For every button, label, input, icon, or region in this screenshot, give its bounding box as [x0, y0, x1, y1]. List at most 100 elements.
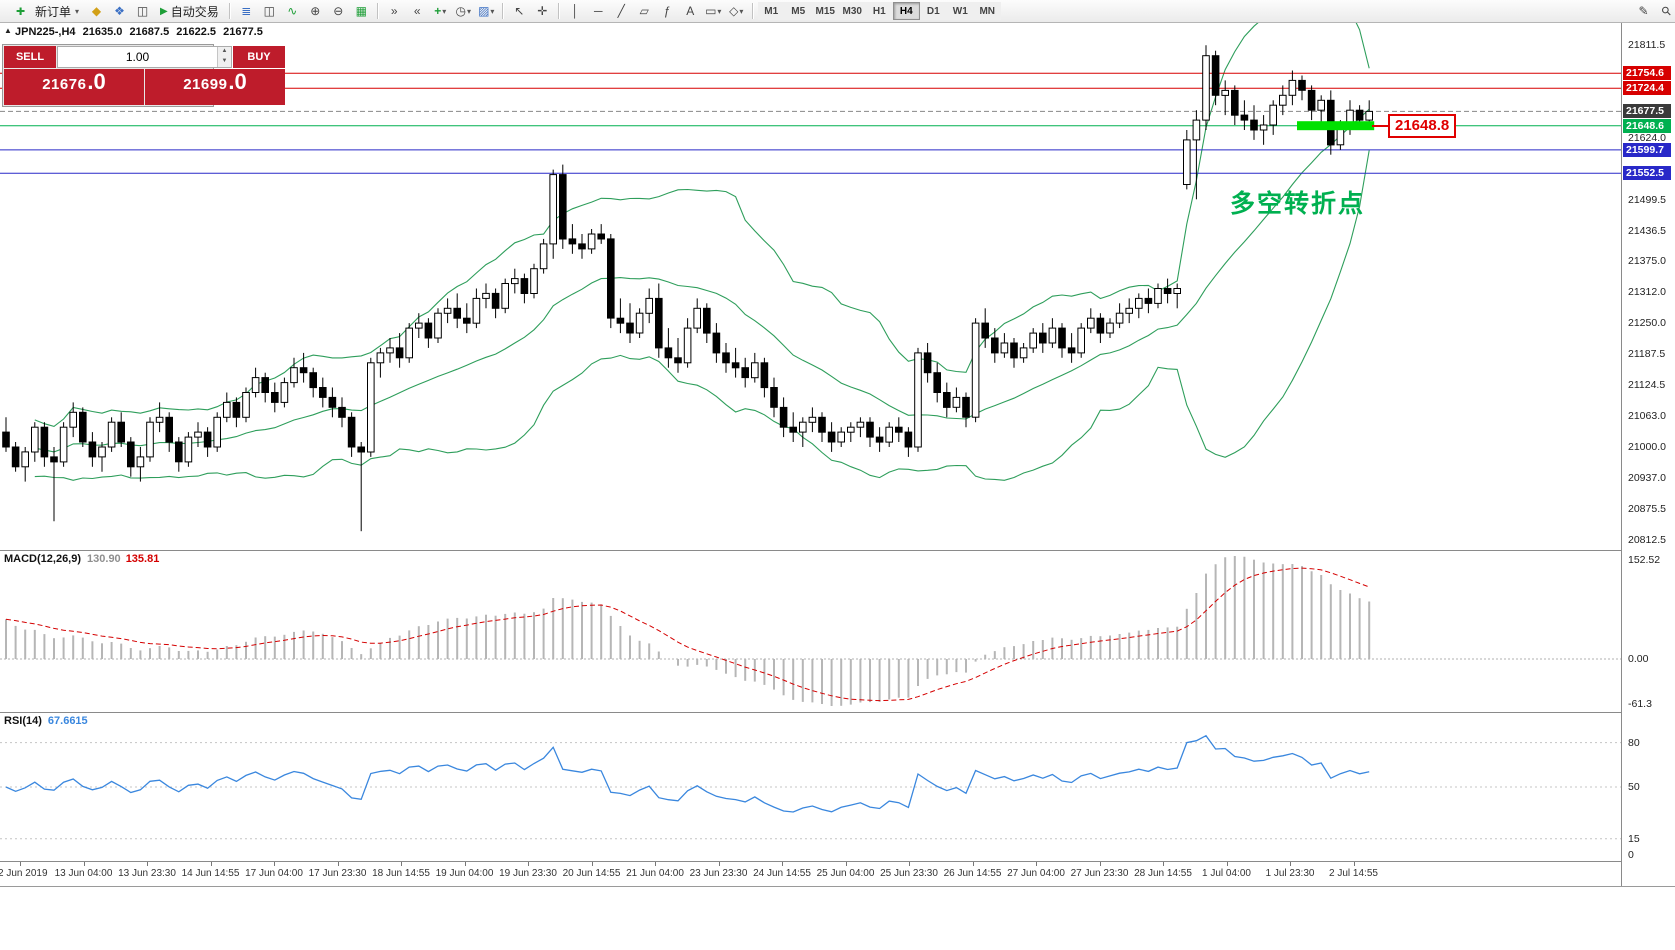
timeframe-button-MN[interactable]: MN [973, 2, 1001, 20]
macd-signal-value: 135.81 [125, 553, 160, 565]
sell-price-pips: .0 [87, 69, 106, 94]
price-axis-label: 21375.0 [1628, 255, 1666, 268]
zoom-in-icon[interactable]: ⊕ [310, 4, 321, 18]
horizontal-line-tool-icon[interactable]: ─ [593, 4, 603, 18]
price-axis-label: 20875.5 [1628, 502, 1666, 515]
candle-body [1298, 79, 1306, 91]
candle-body [616, 317, 625, 324]
candle-body [799, 421, 807, 433]
candlestick-chart-icon[interactable]: ◫ [263, 4, 275, 18]
price-axis[interactable]: 21811.5 21624.0 21499.5 21436.5 21375.0 21312… [1621, 0, 1675, 886]
sell-price-main: 21676 [42, 76, 87, 93]
candle-body [914, 352, 922, 448]
zoom-out-icon[interactable]: ⊖ [333, 4, 344, 18]
highlight-level-bar[interactable] [1297, 121, 1375, 131]
macd-pane[interactable] [0, 551, 1621, 711]
candle-body [1077, 327, 1086, 354]
time-axis-label: 1 Jul 23:30 [1265, 868, 1315, 879]
time-axis[interactable]: 12 Jun 2019 13 Jun 04:00 13 Jun 23:30 14 Ju… [0, 862, 1621, 886]
periods-button[interactable]: ◷ ▾ [452, 0, 475, 22]
cursor-icon[interactable]: ↖ [514, 4, 525, 18]
candle-body [434, 312, 442, 339]
templates-button[interactable]: ▨ ▾ [475, 0, 498, 22]
volume-input[interactable] [58, 47, 217, 67]
candle-body [1211, 55, 1220, 96]
buy-price-button[interactable]: 21699 .0 [145, 69, 285, 105]
time-axis-tick [655, 862, 656, 866]
template-icon: ▨ [478, 4, 490, 18]
candle-body [251, 377, 260, 394]
timeframe-button-M5[interactable]: M5 [784, 2, 812, 20]
chart-shift-icon[interactable]: « [413, 4, 421, 18]
candle-body [1144, 297, 1153, 304]
volume-increase-button[interactable]: ▲ [218, 47, 231, 57]
shapes-button[interactable]: ▭ ▾ [702, 0, 725, 22]
rsi-name: RSI(14) [4, 715, 42, 727]
candle-body [319, 387, 327, 398]
bar-open-value: 21635.0 [82, 26, 123, 38]
new-order-button[interactable]: 🞦 新订单 ▾ [3, 1, 85, 21]
timeframe-button-M1[interactable]: M1 [757, 2, 785, 20]
buy-price-pips: .0 [228, 69, 247, 94]
candle-body [31, 426, 39, 453]
candle-body [904, 431, 913, 448]
timeframe-button-W1[interactable]: W1 [946, 2, 974, 20]
rsi-pane[interactable] [0, 713, 1621, 861]
candle-body [386, 347, 394, 354]
timeframe-button-H1[interactable]: H1 [865, 2, 893, 20]
candle-body [655, 297, 663, 349]
vertical-line-tool-icon[interactable]: │ [571, 4, 580, 18]
timeframe-button-M30[interactable]: M30 [838, 2, 866, 20]
time-axis-tick [1163, 862, 1164, 866]
candle-body [1279, 94, 1287, 106]
indicators-button[interactable]: + ▾ [429, 0, 452, 22]
chart-annotation-text[interactable]: 多空转折点 [1230, 190, 1366, 218]
candle-body [1019, 347, 1028, 359]
pencil-icon[interactable]: ✎ [1638, 4, 1649, 18]
buy-button[interactable]: BUY [233, 46, 285, 68]
sell-button[interactable]: SELL [4, 46, 56, 68]
toolbar-separator [751, 3, 754, 19]
fibonacci-tool-icon[interactable]: ƒ [663, 4, 671, 18]
pane-separator[interactable] [0, 550, 1621, 551]
candle-body [530, 268, 538, 294]
arrows-button[interactable]: ◇ ▾ [725, 0, 748, 22]
time-axis-label: 21 Jun 04:00 [626, 868, 684, 879]
chart-title: JPN225-,H4 21635.0 21687.5 21622.5 21677… [15, 26, 267, 38]
price-axis-label: 20937.0 [1628, 472, 1666, 485]
auto-scroll-icon[interactable]: » [390, 4, 398, 18]
price-tag-label[interactable]: 21648.8 [1388, 113, 1457, 138]
pane-separator[interactable] [0, 712, 1621, 713]
trendline-tool-icon[interactable]: ╱ [617, 4, 625, 18]
price-level-label: 21599.7 [1623, 142, 1671, 157]
main-chart-pane[interactable] [0, 22, 1621, 550]
candle-body [175, 441, 183, 463]
navigator-icon[interactable]: ❖ [114, 4, 125, 18]
volume-field: ▲ ▼ [57, 46, 232, 68]
timeframe-button-H4[interactable]: H4 [892, 2, 920, 20]
candle-body [1288, 79, 1297, 96]
channel-tool-icon[interactable]: ▱ [639, 4, 649, 18]
volume-decrease-button[interactable]: ▼ [218, 57, 231, 67]
search-icon[interactable]: ⚲ [1658, 2, 1675, 20]
time-axis-tick [401, 862, 402, 866]
terminal-icon[interactable]: ◫ [136, 4, 149, 18]
candle-body [693, 307, 702, 329]
market-watch-icon[interactable]: ◆ [91, 4, 102, 18]
one-click-collapse-arrow[interactable]: ▲ [4, 26, 12, 35]
timeframe-button-D1[interactable]: D1 [919, 2, 947, 20]
timeframe-button-M15[interactable]: M15 [811, 2, 839, 20]
tile-windows-icon[interactable]: ▦ [355, 4, 367, 18]
candle-body [405, 327, 413, 359]
text-tool-icon[interactable]: A [686, 4, 695, 18]
candle-body [232, 401, 241, 418]
time-axis-tick [1290, 862, 1291, 866]
crosshair-icon[interactable]: ✛ [537, 4, 548, 18]
candle-body [645, 297, 654, 314]
time-axis-tick [528, 862, 529, 866]
sell-price-button[interactable]: 21676 .0 [4, 69, 144, 105]
bar-chart-icon[interactable]: ≣ [241, 4, 252, 18]
line-chart-icon[interactable]: ∿ [287, 4, 298, 18]
auto-trading-button[interactable]: ▶ 自动交易 [154, 1, 225, 21]
macd-signal-line [5, 567, 1370, 702]
